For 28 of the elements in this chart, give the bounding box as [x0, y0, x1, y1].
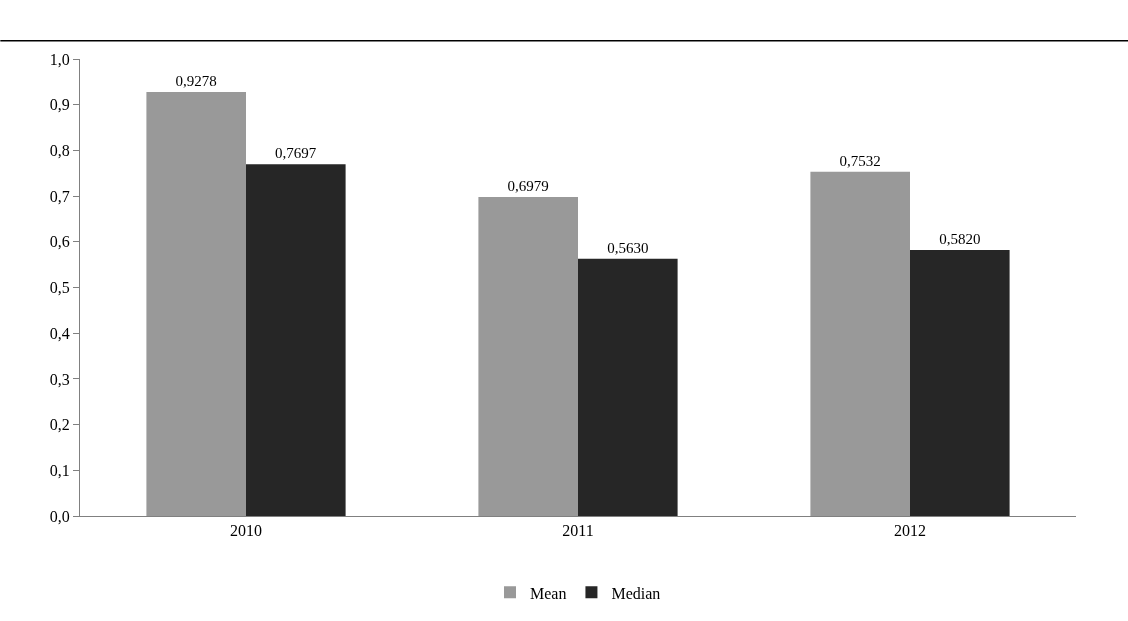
data-label: 0,7697	[274, 145, 317, 162]
data-label: 0,7532	[839, 152, 881, 169]
y-tick-label: 0,5	[49, 279, 70, 297]
x-tick-label: 2011	[562, 522, 594, 540]
bar	[246, 164, 346, 516]
bar	[810, 171, 910, 516]
y-tick-label: 0,3	[49, 370, 70, 388]
legend-label: Median	[611, 584, 661, 602]
data-label: 0,5820	[939, 231, 981, 248]
y-tick-label: 0,7	[49, 187, 70, 205]
data-label: 0,6979	[507, 178, 549, 195]
legend-label: Mean	[530, 584, 567, 602]
y-tick-label: 0,8	[49, 142, 70, 159]
y-tick-label: 0,1	[49, 461, 70, 479]
data-label: 0,5630	[607, 239, 649, 256]
y-tick-label: 0,2	[49, 416, 70, 434]
x-tick-label: 2012	[894, 522, 926, 540]
y-tick-label: 0,9	[49, 96, 70, 114]
y-tick-label: 0,0	[49, 507, 70, 525]
bar	[146, 92, 246, 516]
y-tick-label: 0,6	[49, 233, 70, 251]
bar	[910, 250, 1010, 516]
bar	[478, 197, 578, 516]
data-label: 0,9278	[175, 73, 217, 89]
x-tick-label: 2010	[230, 522, 262, 540]
bar	[578, 258, 678, 516]
y-tick-label: 1,0	[49, 50, 70, 68]
y-tick-label: 0,4	[49, 324, 70, 342]
